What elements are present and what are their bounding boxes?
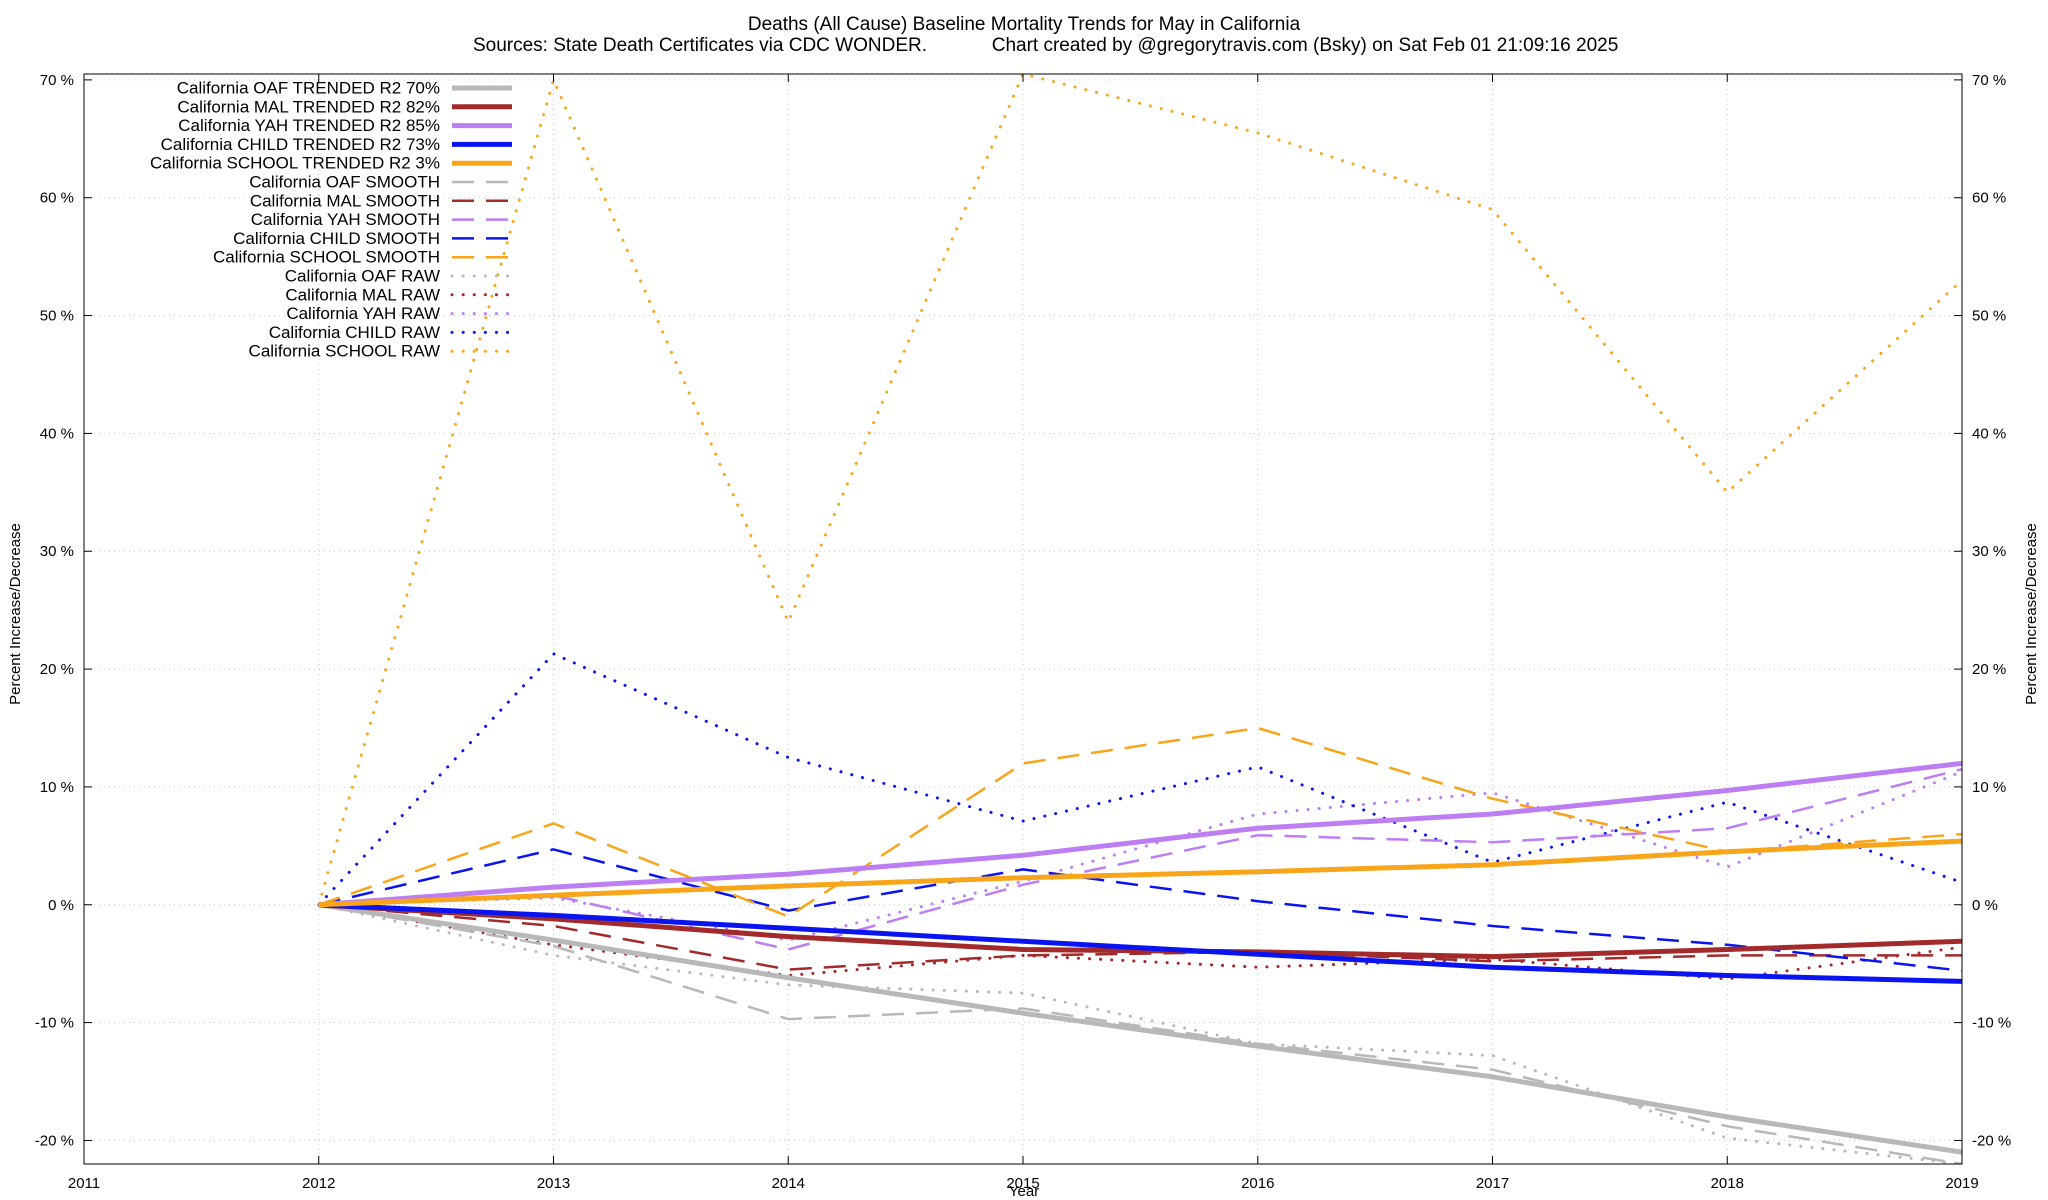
series-line-child-smooth — [318, 848, 1962, 972]
legend-label: California SCHOOL SMOOTH — [213, 248, 440, 267]
legend-label: California CHILD RAW — [269, 323, 440, 342]
legend-label: California YAH RAW — [286, 304, 440, 323]
legend-label: California SCHOOL RAW — [249, 342, 440, 361]
y-tick-label-right: 70 % — [1972, 72, 2006, 89]
legend-label: California YAH TRENDED R2 85% — [178, 116, 440, 135]
y-axis-label-right: Percent Increase/Decrease — [2023, 523, 2040, 705]
y-tick-label-right: 50 % — [1972, 308, 2006, 325]
y-tick-label-right: 0 % — [1972, 897, 1998, 914]
x-tick-label: 2016 — [1241, 1175, 1274, 1192]
y-tick-label-left: 0 % — [48, 897, 74, 914]
legend-label: California SCHOOL TRENDED R2 3% — [150, 154, 440, 173]
chart-title: Deaths (All Cause) Baseline Mortality Tr… — [748, 14, 1301, 35]
x-tick-label: 2011 — [68, 1175, 100, 1192]
y-tick-label-right: -20 % — [1972, 1132, 2011, 1149]
legend-label: California YAH SMOOTH — [251, 210, 440, 229]
y-tick-label-right: 60 % — [1972, 190, 2006, 207]
legend-label: California MAL RAW — [285, 285, 440, 304]
series-line-mal-smooth — [318, 903, 1962, 971]
series-line-school-smooth — [318, 726, 1962, 918]
y-tick-label-left: 50 % — [40, 308, 74, 325]
y-tick-label-right: 40 % — [1972, 425, 2006, 442]
legend-label: California MAL TRENDED R2 82% — [177, 97, 440, 116]
x-tick-label: 2015 — [1006, 1175, 1039, 1192]
legend-label: California OAF SMOOTH — [249, 173, 440, 192]
x-axis-label: Year — [1009, 1183, 1039, 1200]
y-tick-label-left: 30 % — [40, 543, 74, 560]
legend-label: California OAF TRENDED R2 70% — [177, 79, 440, 98]
series-line-yah-trend — [318, 760, 1962, 908]
y-tick-label-right: 10 % — [1972, 779, 2006, 796]
legend-label: California CHILD TRENDED R2 73% — [161, 135, 440, 154]
series-line-oaf-trend — [318, 902, 1962, 1155]
legend: California OAF TRENDED R2 70%California … — [150, 79, 514, 361]
series-line-oaf-raw — [317, 903, 1962, 1164]
legend-label: California OAF RAW — [285, 267, 440, 286]
x-tick-label: 2012 — [302, 1175, 335, 1192]
series-line-yah-smooth — [318, 767, 1962, 951]
axis-ticks: 2011 2012 2013 2014 2015 2016 2017 2018 2019 -20 … — [35, 72, 2011, 1192]
y-tick-label-left: 20 % — [40, 661, 74, 678]
legend-label: California MAL SMOOTH — [250, 191, 440, 210]
y-tick-label-right: 20 % — [1972, 661, 2006, 678]
x-tick-label: 2014 — [772, 1175, 805, 1192]
series-line-school-raw — [317, 74, 1962, 907]
series-line-school-trend — [318, 838, 1962, 908]
series-line-oaf-smooth — [318, 903, 1962, 1164]
y-tick-label-left: 70 % — [40, 72, 74, 89]
y-tick-label-left: -20 % — [35, 1132, 74, 1149]
y-tick-label-left: -10 % — [35, 1015, 74, 1032]
x-tick-label: 2017 — [1476, 1175, 1509, 1192]
x-tick-label: 2018 — [1711, 1175, 1744, 1192]
y-tick-label-left: 40 % — [40, 425, 74, 442]
legend-label: California CHILD SMOOTH — [233, 229, 440, 248]
y-tick-label-right: -10 % — [1972, 1015, 2011, 1032]
series-lines — [317, 74, 1962, 1164]
series-line-child-raw — [317, 652, 1962, 907]
y-tick-label-left: 10 % — [40, 779, 74, 796]
x-tick-label: 2013 — [537, 1175, 570, 1192]
x-tick-label: 2019 — [1945, 1175, 1978, 1192]
y-tick-label-right: 30 % — [1972, 543, 2006, 560]
chart-subtitle-sources: Sources: State Death Certificates via CD… — [473, 35, 927, 56]
y-tick-label-left: 60 % — [40, 190, 74, 207]
series-line-child-trend — [318, 902, 1962, 984]
y-axis-label-left: Percent Increase/Decrease — [7, 523, 24, 705]
series-line-mal-trend — [318, 902, 1962, 960]
grid — [84, 74, 1962, 1164]
chart-subtitle-credit: Chart created by @gregorytravis.com (Bsk… — [992, 35, 1619, 56]
